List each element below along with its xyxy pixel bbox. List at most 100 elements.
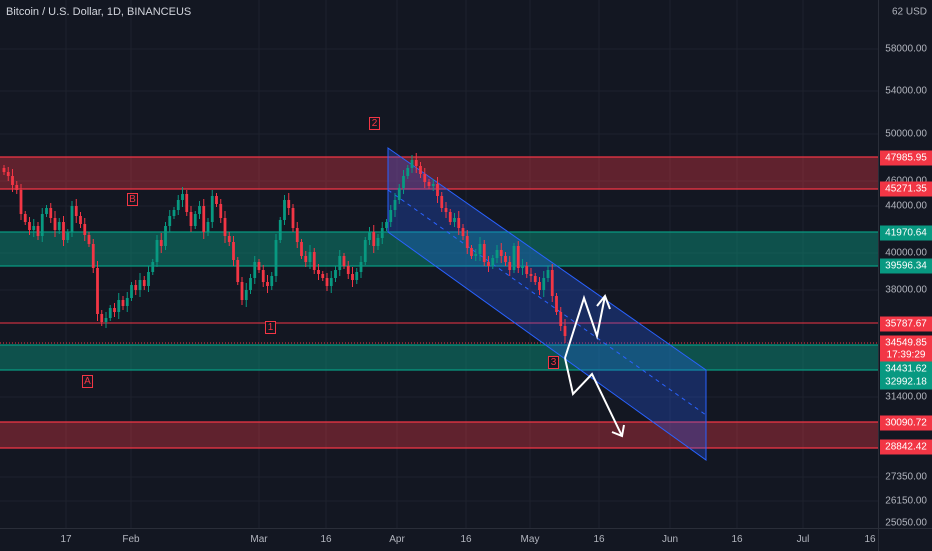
candle-body bbox=[329, 278, 333, 286]
candle-body bbox=[385, 222, 388, 228]
candle-body bbox=[397, 188, 401, 200]
candle-body bbox=[198, 206, 201, 214]
candle-body bbox=[402, 176, 405, 188]
candle-body bbox=[117, 300, 121, 312]
price-tick: 44000.00 bbox=[885, 200, 927, 212]
symbol-title[interactable]: Bitcoin / U.S. Dollar, 1D, BINANCEUS bbox=[6, 6, 192, 18]
candle-body bbox=[147, 272, 150, 286]
candle-body bbox=[236, 260, 240, 282]
time-tick: 16 bbox=[864, 534, 876, 545]
candle-body bbox=[96, 268, 99, 314]
candle-body bbox=[270, 276, 274, 286]
candle-body bbox=[125, 298, 129, 306]
candle-body bbox=[482, 244, 486, 262]
arrowhead-up-icon bbox=[596, 294, 611, 310]
wave-label-1[interactable]: 1 bbox=[265, 321, 276, 334]
time-tick: Jun bbox=[661, 534, 679, 545]
candle-body bbox=[533, 276, 537, 282]
time-tick: Feb bbox=[122, 534, 140, 545]
candle-body bbox=[53, 218, 57, 230]
time-axis[interactable]: 17 Feb Mar 16 Apr 16 May 16 Jun 16 Jul 1… bbox=[0, 528, 878, 551]
price-tag-resistance-lower: 45271.35 bbox=[880, 181, 932, 197]
candle-body bbox=[491, 258, 495, 266]
candle-body bbox=[504, 256, 507, 262]
candle-body bbox=[227, 236, 231, 242]
wave-label-2[interactable]: 2 bbox=[369, 117, 380, 130]
candle-body bbox=[308, 252, 312, 262]
candle-body bbox=[499, 250, 503, 256]
candle-body bbox=[283, 200, 286, 220]
candle-body bbox=[410, 160, 414, 168]
candle-body bbox=[104, 318, 108, 322]
candle-body bbox=[440, 196, 444, 208]
time-tick: Jul bbox=[796, 534, 810, 545]
candle-body bbox=[206, 222, 210, 232]
candle-body bbox=[6, 172, 10, 176]
candle-body bbox=[172, 210, 176, 216]
candle-body bbox=[240, 282, 244, 300]
candle-body bbox=[202, 206, 206, 232]
candle-body bbox=[295, 228, 299, 242]
candle-body bbox=[91, 244, 95, 268]
time-tick: Apr bbox=[389, 534, 405, 545]
price-chart[interactable] bbox=[0, 0, 878, 528]
candle-body bbox=[495, 250, 499, 258]
price-tick: 40000.00 bbox=[885, 247, 927, 259]
candle-body bbox=[334, 270, 337, 278]
candle-body bbox=[83, 224, 87, 235]
price-tick: 26150.00 bbox=[885, 495, 927, 507]
price-axis[interactable]: 62 USD 58000.00 54000.00 50000.00 46000.… bbox=[878, 0, 932, 529]
candle-body bbox=[559, 312, 563, 326]
arrowhead-down-icon bbox=[611, 424, 625, 438]
candle-body bbox=[465, 236, 469, 248]
price-tick: 58000.00 bbox=[885, 43, 927, 55]
candle-body bbox=[346, 266, 350, 274]
candle-body bbox=[380, 228, 384, 238]
candle-body bbox=[193, 214, 197, 226]
price-tag-support-lower: 32992.18 bbox=[880, 374, 932, 390]
time-tick: 16 bbox=[731, 534, 743, 545]
candle-body bbox=[427, 182, 431, 186]
candle-body bbox=[215, 196, 218, 204]
candle-body bbox=[185, 194, 189, 212]
candle-body bbox=[538, 282, 541, 290]
candle-body bbox=[372, 232, 376, 246]
candle-body bbox=[176, 200, 180, 210]
candle-body bbox=[164, 226, 167, 246]
candle-body bbox=[338, 256, 342, 270]
wave-label-3[interactable]: 3 bbox=[548, 356, 559, 369]
wave-label-b[interactable]: B bbox=[127, 193, 138, 206]
chart-canvas[interactable]: Bitcoin / U.S. Dollar, 1D, BINANCEUS A B… bbox=[0, 0, 878, 528]
time-tick: 16 bbox=[593, 534, 605, 545]
candle-body bbox=[266, 282, 269, 286]
price-tag-resistance-lower: 28842.42 bbox=[880, 439, 932, 455]
candle-body bbox=[19, 190, 23, 214]
candle-body bbox=[550, 270, 554, 296]
candle-body bbox=[342, 256, 346, 266]
price-tag-support-lower: 39596.34 bbox=[880, 258, 932, 274]
axis-corner bbox=[878, 528, 932, 551]
time-tick: Mar bbox=[250, 534, 268, 545]
candle-body bbox=[393, 200, 397, 210]
candle-body bbox=[470, 248, 473, 256]
candle-body bbox=[130, 285, 133, 298]
price-tick: 25050.00 bbox=[885, 517, 927, 529]
wave-label-a[interactable]: A bbox=[82, 375, 93, 388]
time-tick: 17 bbox=[60, 534, 72, 545]
candle-body bbox=[223, 218, 227, 236]
price-tick: 54000.00 bbox=[885, 85, 927, 97]
countdown-tag: 17:39:29 bbox=[880, 347, 932, 363]
candle-body bbox=[325, 278, 329, 286]
candle-body bbox=[57, 222, 61, 230]
price-tick: 62 USD bbox=[891, 6, 927, 18]
candle-body bbox=[542, 278, 546, 290]
candle-body bbox=[363, 240, 367, 262]
candle-body bbox=[189, 212, 193, 226]
candle-body bbox=[155, 240, 159, 262]
candle-body bbox=[257, 262, 261, 270]
candle-body bbox=[100, 314, 104, 322]
channel-midline bbox=[387, 189, 707, 416]
projection-path-up bbox=[564, 294, 606, 359]
candle-body bbox=[138, 280, 142, 290]
candle-body bbox=[62, 222, 65, 240]
